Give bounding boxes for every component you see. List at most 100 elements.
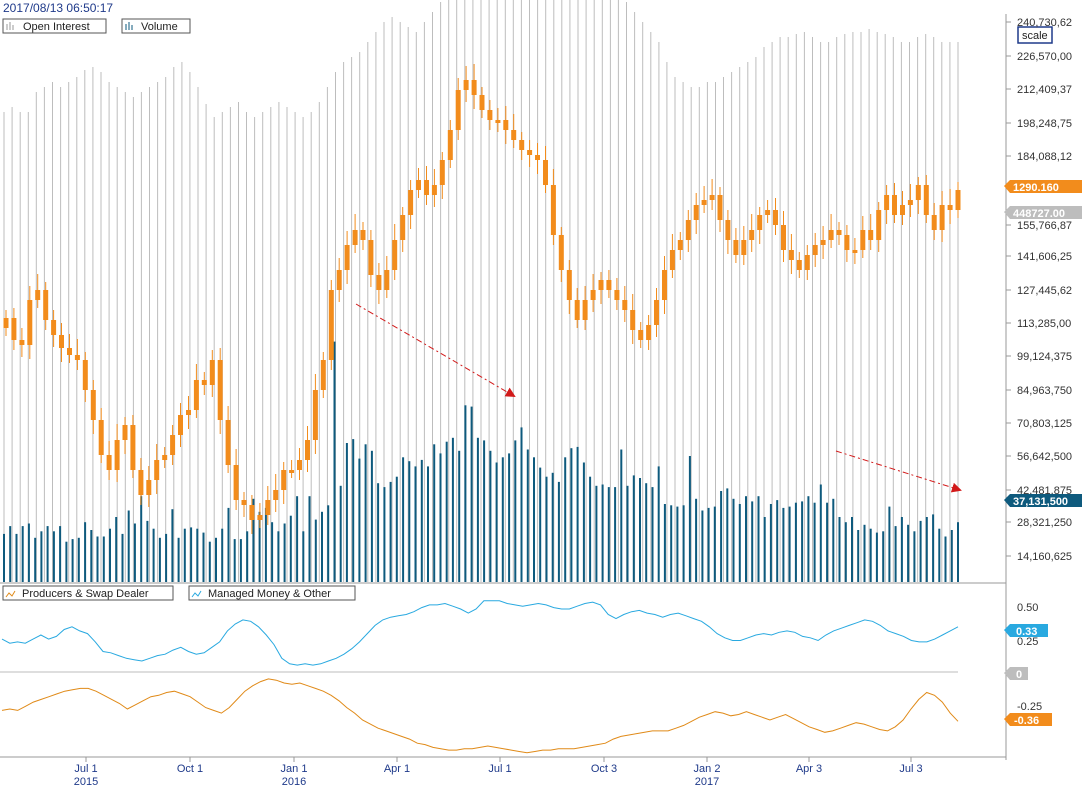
volume-bar — [408, 461, 411, 582]
volume-bar — [451, 437, 454, 582]
x-tick-year: 2015 — [74, 776, 98, 788]
volume-bar — [782, 507, 785, 582]
volume-bar — [271, 522, 274, 582]
volume-bar — [520, 427, 523, 582]
volume-bar — [90, 530, 93, 582]
volume-bar — [813, 502, 816, 582]
candlestick — [487, 100, 493, 130]
volume-bar — [570, 448, 573, 582]
volume-bar — [508, 453, 511, 582]
candlestick — [146, 466, 152, 507]
candlestick — [162, 447, 168, 468]
volume-bar — [158, 537, 161, 582]
volume-bar — [77, 537, 80, 582]
y-tick-label: 141,606,25 — [1017, 251, 1072, 263]
legend-volume-label: Volume — [141, 21, 178, 33]
candlestick — [892, 183, 897, 223]
volume-bar — [720, 491, 723, 582]
volume-badge: 37,131,500 — [1004, 494, 1082, 508]
candlestick — [90, 380, 96, 434]
y-tick-025: 0.25 — [1017, 636, 1038, 648]
volume-bar — [458, 450, 461, 582]
candlestick — [662, 256, 667, 314]
candlestick — [519, 132, 525, 160]
volume-bar — [127, 510, 130, 582]
legend-open-interest-label: Open Interest — [23, 21, 90, 33]
volume-bar — [377, 483, 380, 582]
candlestick — [511, 114, 517, 148]
candlestick — [3, 310, 9, 336]
volume-bar — [738, 504, 741, 582]
producers-line — [1, 678, 959, 754]
volume-bar — [863, 524, 866, 582]
candlestick — [193, 364, 199, 418]
candlestick — [550, 169, 556, 245]
volume-bar — [115, 517, 118, 582]
legend-producers[interactable]: Producers & Swap Dealer — [2, 585, 174, 601]
candlestick — [67, 334, 72, 363]
volume-bar — [345, 443, 348, 582]
y-tick-label: 127,445,62 — [1017, 285, 1072, 297]
candlestick — [773, 198, 778, 235]
volume-bar — [620, 449, 623, 582]
candlestick — [431, 169, 437, 207]
candlestick — [757, 207, 763, 244]
volume-bar — [339, 485, 342, 582]
candlestick — [289, 460, 295, 478]
volume-bar — [395, 476, 398, 582]
legend-managed-money[interactable]: Managed Money & Other — [188, 585, 356, 601]
volume-bar — [950, 530, 953, 582]
volume-bar — [726, 488, 729, 582]
candlestick — [170, 425, 176, 465]
volume-bar — [801, 501, 804, 582]
line-icon — [191, 590, 202, 598]
volume-bar — [483, 440, 486, 582]
volume-bar — [233, 539, 236, 582]
legend-open-interest[interactable]: Open Interest — [2, 18, 107, 34]
volume-bar — [639, 478, 641, 582]
volume-bar — [34, 537, 37, 582]
volume-bar — [551, 472, 554, 582]
volume-bar — [869, 528, 872, 582]
volume-bar — [84, 522, 87, 582]
volume-bar — [296, 496, 299, 582]
candlestick — [812, 233, 818, 267]
volume-bar — [875, 532, 878, 582]
volume-bar — [663, 504, 666, 582]
volume-bar — [196, 528, 199, 582]
candlestick — [241, 492, 247, 517]
candlestick — [273, 474, 279, 512]
candlestick — [884, 185, 890, 224]
volume-bar — [501, 457, 504, 582]
volume-bar — [626, 485, 629, 582]
volume-bar — [215, 537, 217, 582]
volume-bar — [788, 506, 791, 582]
candlestick — [265, 486, 271, 525]
scale-button[interactable]: scale — [1017, 26, 1053, 44]
volume-bar — [807, 496, 810, 582]
x-tick-label: Jul 1 — [74, 763, 97, 775]
candlestick — [503, 106, 509, 144]
y-tick-label: 28,321,250 — [1017, 517, 1072, 529]
volume-bar — [832, 498, 835, 582]
volume-bar — [283, 523, 286, 582]
y-tick-label: 56,642,500 — [1017, 451, 1072, 463]
candlestick — [804, 245, 810, 280]
candlestick — [765, 200, 771, 223]
legend-volume[interactable]: Volume — [121, 18, 191, 34]
candlestick — [178, 403, 183, 447]
volume-bar — [258, 511, 261, 582]
volume-bar — [364, 444, 367, 582]
candlestick — [915, 177, 921, 214]
managed-money-line — [1, 600, 959, 666]
volume-bar — [589, 476, 592, 582]
candlestick — [543, 146, 548, 193]
y-tick-label: 226,570,00 — [1017, 51, 1072, 63]
volume-bar — [707, 507, 710, 582]
producers-last-value: -0.36 — [1014, 715, 1039, 727]
candlestick — [582, 286, 588, 330]
producers-badge: -0.36 — [1004, 713, 1052, 727]
volume-bar — [445, 441, 448, 582]
candlestick — [614, 278, 620, 310]
